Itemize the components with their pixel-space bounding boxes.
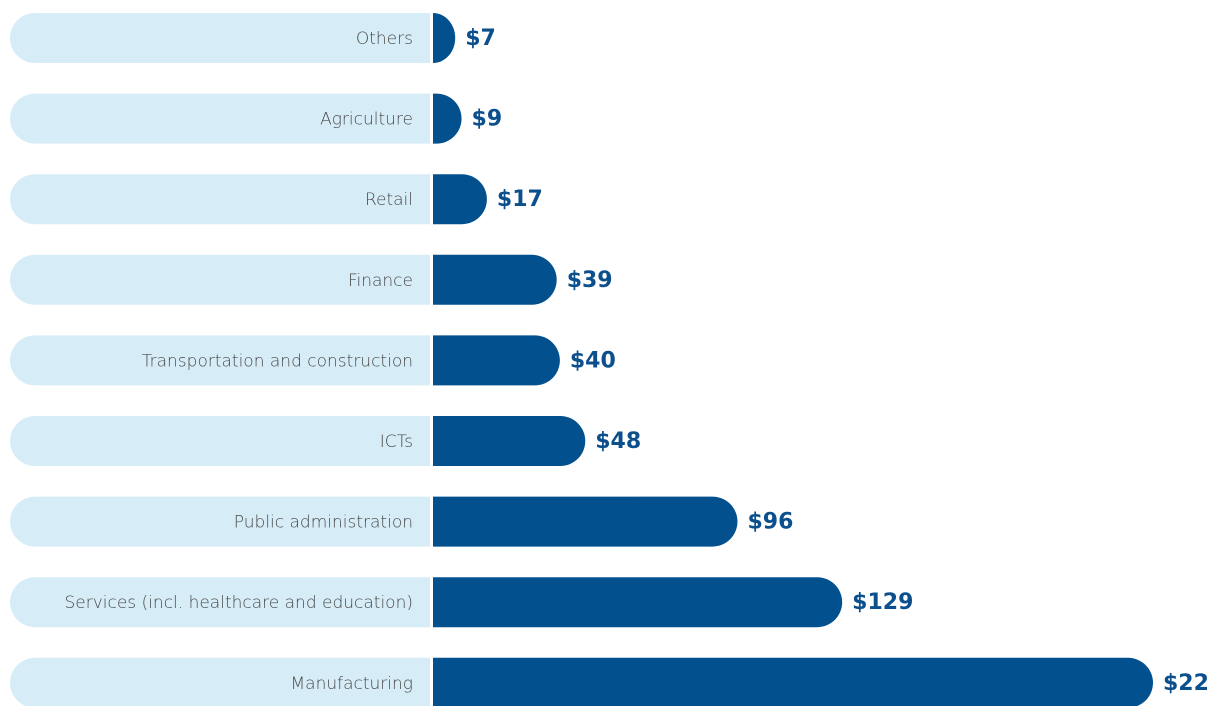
category-pill bbox=[9, 577, 430, 628]
category-label: Finance bbox=[348, 271, 413, 291]
value-label: $48 bbox=[595, 429, 641, 454]
bar bbox=[433, 496, 738, 547]
category-pill bbox=[9, 254, 430, 305]
bar bbox=[433, 416, 586, 466]
bar bbox=[433, 254, 557, 305]
bar bbox=[433, 13, 456, 63]
value-label: $7 bbox=[465, 26, 496, 51]
category-label: Agriculture bbox=[320, 110, 413, 130]
bar bbox=[433, 335, 560, 386]
category-label: Others bbox=[356, 29, 413, 49]
value-label: $40 bbox=[570, 348, 616, 373]
category-pill bbox=[10, 13, 430, 63]
category-pill bbox=[9, 93, 430, 144]
category-pill bbox=[10, 174, 430, 225]
bar bbox=[433, 577, 843, 628]
category-pill bbox=[10, 657, 430, 706]
value-label: $17 bbox=[497, 187, 543, 212]
value-label: $9 bbox=[472, 107, 503, 132]
value-label: $96 bbox=[747, 510, 793, 535]
bar bbox=[433, 657, 1153, 706]
category-label: Manufacturing bbox=[290, 674, 413, 694]
category-label: Transportation and construction bbox=[142, 351, 413, 371]
value-label: $129 bbox=[852, 590, 913, 615]
category-label: Public administration bbox=[234, 513, 413, 533]
category-pill bbox=[10, 496, 431, 547]
category-label: Retail bbox=[365, 190, 413, 210]
bar bbox=[433, 174, 487, 225]
category-label: Services (incl. healthcare and education… bbox=[64, 593, 413, 613]
bar bbox=[433, 93, 462, 144]
category-pill bbox=[10, 416, 430, 466]
category-pill bbox=[9, 335, 430, 386]
category-label: ICTs bbox=[380, 432, 413, 452]
value-label: $227 bbox=[1163, 671, 1207, 696]
value-label: $39 bbox=[567, 268, 613, 293]
